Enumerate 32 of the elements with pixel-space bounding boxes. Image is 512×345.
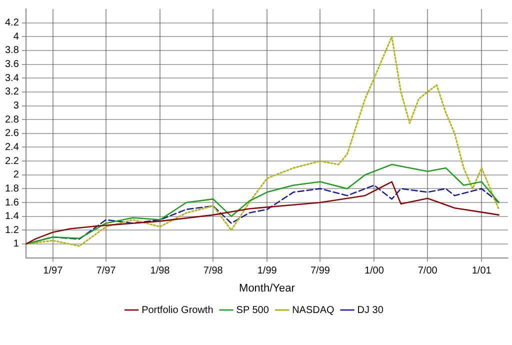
line-series [26, 36, 500, 247]
y-tick-label: 3.6 [4, 59, 20, 70]
y-tick-label: 1.6 [4, 197, 20, 208]
x-tick-label: 1/97 [43, 266, 64, 277]
legend-label: NASDAQ [292, 304, 335, 316]
y-tick-label: 2.6 [4, 128, 20, 140]
y-tick-label: 1 [13, 238, 20, 250]
y-tick-label: 4.2 [4, 18, 20, 29]
x-tick-label: 7/99 [310, 266, 330, 277]
legend-label: Portfolio Growth [142, 304, 214, 316]
x-tick-label: 1/98 [150, 266, 170, 277]
x-tick-label: 7/97 [96, 266, 116, 277]
y-tick-label: 4 [13, 31, 20, 42]
y-tick-label: 3.4 [4, 72, 20, 84]
y-tick-label: 3.2 [4, 86, 20, 98]
x-tick-label: 7/98 [203, 266, 224, 277]
y-tick-label: 2.4 [4, 142, 20, 153]
legend-label: SP 500 [236, 304, 270, 316]
y-tick-label: 2.2 [4, 156, 20, 167]
x-tick-label: 1/01 [472, 266, 492, 277]
y-tick-label: 2.8 [4, 114, 20, 126]
x-tick-label: 7/00 [418, 266, 438, 277]
y-tick-label: 1.4 [4, 211, 20, 222]
x-tick-label: 1/99 [257, 266, 278, 277]
x-tick-label: 1/00 [364, 266, 384, 277]
legend-label: DJ 30 [357, 304, 384, 316]
x-axis-title: Month/Year [239, 282, 296, 294]
y-tick-label: 1.8 [4, 183, 20, 194]
y-tick-label: 2 [13, 170, 20, 181]
y-tick-label: 1.2 [4, 224, 20, 236]
y-tick-label: 3 [13, 100, 20, 112]
y-tick-label: 3.8 [4, 45, 20, 56]
